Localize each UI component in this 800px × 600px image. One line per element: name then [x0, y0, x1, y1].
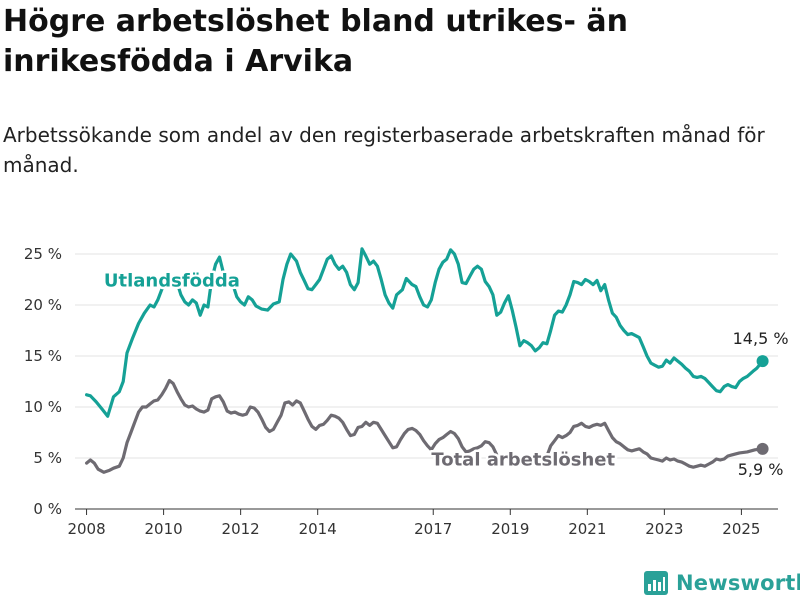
y-axis-ticks: 0 % 5 % 10 % 15 % 20 % 25 % — [24, 245, 62, 518]
x-axis: 2008 2010 2012 2014 2017 2019 2021 2023 2025 — [67, 508, 778, 538]
x-tick-label: 2019 — [491, 520, 529, 538]
series-end-marker-0 — [756, 355, 769, 368]
chart-title: Högre arbetslöshet bland utrikes- än inr… — [3, 4, 628, 79]
y-tick-label: 15 % — [24, 347, 62, 365]
y-tick-label: 0 % — [33, 500, 62, 518]
x-tick-label: 2014 — [299, 520, 337, 538]
series-line-0 — [85, 247, 765, 418]
bar-chart-icon — [644, 571, 668, 595]
x-tick-label: 2021 — [568, 520, 606, 538]
series-end-marker-1 — [756, 442, 769, 455]
x-tick-label: 2025 — [722, 520, 760, 538]
x-tick-label: 2008 — [67, 520, 105, 538]
y-tick-label: 20 % — [24, 296, 62, 314]
series-name-label-1: Total arbetslöshet — [431, 450, 615, 471]
brand-name: Newsworthy — [676, 571, 800, 595]
series-line-1 — [85, 378, 765, 474]
series-name-label-0: Utlandsfödda — [104, 271, 240, 292]
x-tick-label: 2010 — [145, 520, 183, 538]
series-end-value-1: 5,9 % — [738, 460, 784, 479]
series-end-value-0: 14,5 % — [733, 329, 789, 348]
y-tick-label: 25 % — [24, 245, 62, 263]
chart-subtitle: Arbetssökande som andel av den registerb… — [3, 123, 765, 177]
newsworthy-logo: Newsworthy — [644, 567, 800, 599]
x-tick-label: 2017 — [414, 520, 452, 538]
x-tick-label: 2012 — [222, 520, 260, 538]
x-tick-label: 2023 — [645, 520, 683, 538]
y-tick-label: 5 % — [33, 449, 62, 467]
series-lines — [85, 247, 769, 474]
series-labels: 14,5 % Utlandsfödda 5,9 % Total arbetslöshe… — [101, 268, 789, 479]
y-tick-label: 10 % — [24, 398, 62, 416]
